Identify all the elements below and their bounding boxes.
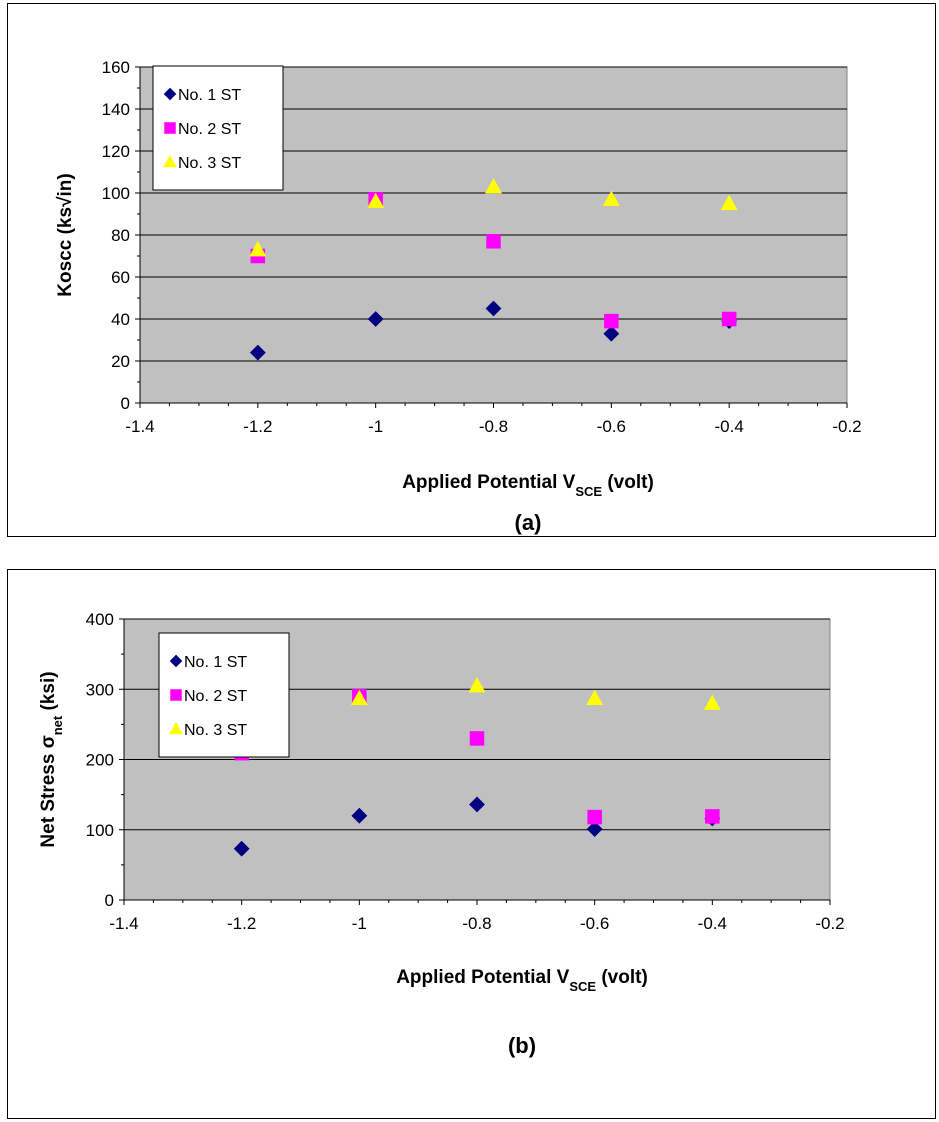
x-tick-label: -0.4: [715, 417, 744, 436]
data-point: [249, 241, 267, 257]
legend-label: No. 3 ST: [184, 722, 247, 739]
panel-label: (a): [515, 510, 542, 535]
data-point: [468, 677, 486, 693]
data-point: [703, 694, 721, 710]
y-tick-label: 100: [86, 821, 114, 840]
legend-marker: [163, 87, 177, 101]
x-tick-label: -0.8: [479, 417, 508, 436]
x-tick-label: -0.6: [597, 417, 626, 436]
data-point: [587, 809, 602, 825]
data-point: [367, 311, 384, 327]
y-tick-label: 0: [105, 891, 114, 910]
chart-b-svg: 0 100 200 300 400 -1.4 -1.2 -1 -0.8 -0.6 -0.4 -0.2 N…: [38, 610, 845, 1058]
x-tick-label: -0.6: [580, 914, 609, 933]
y-tick-label: 400: [86, 610, 114, 629]
x-tick-label: -1.4: [109, 914, 138, 933]
x-tick-label: -0.2: [815, 914, 844, 933]
data-point: [586, 689, 604, 706]
data-point: [603, 325, 620, 342]
legend-label: No. 1 ST: [178, 87, 241, 104]
x-tick-label: -0.8: [462, 914, 491, 933]
data-point: [351, 807, 368, 824]
y-tick-label: 80: [111, 226, 130, 245]
legend-marker: [169, 722, 183, 735]
legend-marker: [164, 122, 176, 134]
data-point: [586, 821, 603, 837]
x-tick-label: -0.4: [698, 914, 727, 933]
y-tick-label: 120: [102, 142, 130, 161]
y-axis-title: Net Stress σnet (ksi): [38, 671, 65, 847]
legend-marker: [170, 689, 182, 701]
legend-label: No. 1 ST: [184, 654, 247, 671]
y-tick-label: 40: [111, 310, 130, 329]
data-point: [233, 840, 250, 857]
label-main: Applied Potential V: [402, 472, 575, 493]
x-tick-label: -1: [368, 417, 383, 436]
series-1: [233, 796, 721, 857]
label-tail: (ksi): [38, 671, 59, 715]
series-3: [249, 178, 738, 257]
legend-box: [158, 632, 290, 758]
data-point: [350, 689, 368, 706]
chart-a-svg: 0 20 40 60 80 100 120 140 160 -1.4 -1.2 -1 -0.8 -0.6 -…: [55, 58, 862, 535]
x-tick-label: -1.4: [125, 417, 154, 436]
panel-label: (b): [508, 1033, 536, 1058]
data-point: [485, 178, 502, 194]
x-tick-label: -1: [352, 914, 367, 933]
data-point: [486, 234, 501, 249]
x-tick-label: -0.2: [832, 417, 861, 436]
label-subscript: net: [50, 715, 65, 735]
x-axis-title: Applied Potential VSCE (volt): [402, 472, 654, 499]
x-tick-label: -1.2: [227, 914, 256, 933]
legend-label: No. 2 ST: [184, 688, 247, 705]
y-tick-label: 300: [86, 680, 114, 699]
legend-label: No. 3 ST: [178, 155, 241, 172]
legend: No. 1 ST No. 2 ST No. 3 ST: [152, 65, 284, 191]
label-main: Net Stress σ: [38, 735, 59, 847]
y-tick-label: 140: [102, 100, 130, 119]
data-point: [604, 313, 619, 329]
y-tick-label: 160: [102, 58, 130, 77]
legend: No. 1 ST No. 2 ST No. 3 ST: [158, 632, 290, 758]
y-tick-label: 100: [102, 184, 130, 203]
y-tick-label: 60: [111, 268, 130, 287]
x-tick-label: -1.2: [243, 417, 272, 436]
data-point: [249, 344, 266, 361]
legend-label: No. 2 ST: [178, 121, 241, 138]
chart-panel-a: 0 20 40 60 80 100 120 140 160 -1.4 -1.2 -1 -0.8 -0.6 -…: [7, 3, 936, 537]
label-tail: (volt): [602, 472, 654, 493]
data-point: [721, 311, 737, 327]
legend-marker: [169, 654, 183, 668]
label-subscript: SCE: [569, 979, 596, 994]
y-tick-label: 20: [111, 352, 130, 371]
data-point: [367, 192, 385, 209]
label-main: Applied Potential V: [396, 967, 569, 988]
data-point: [469, 731, 485, 746]
x-axis-title: Applied Potential VSCE (volt): [396, 967, 648, 994]
data-point: [720, 194, 738, 211]
legend-marker: [163, 155, 177, 168]
y-tick-label: 0: [121, 394, 130, 413]
data-point: [469, 796, 485, 813]
y-tick-label: 200: [86, 751, 114, 770]
data-point: [602, 190, 620, 206]
label-tail: (volt): [596, 967, 648, 988]
label-subscript: SCE: [575, 484, 602, 499]
y-axis-title: Koscc (ks√in): [55, 173, 76, 296]
data-point: [485, 300, 502, 317]
data-point: [705, 809, 720, 824]
chart-panel-b: 0 100 200 300 400 -1.4 -1.2 -1 -0.8 -0.6 -0.4 -0.2 N…: [7, 569, 936, 1119]
